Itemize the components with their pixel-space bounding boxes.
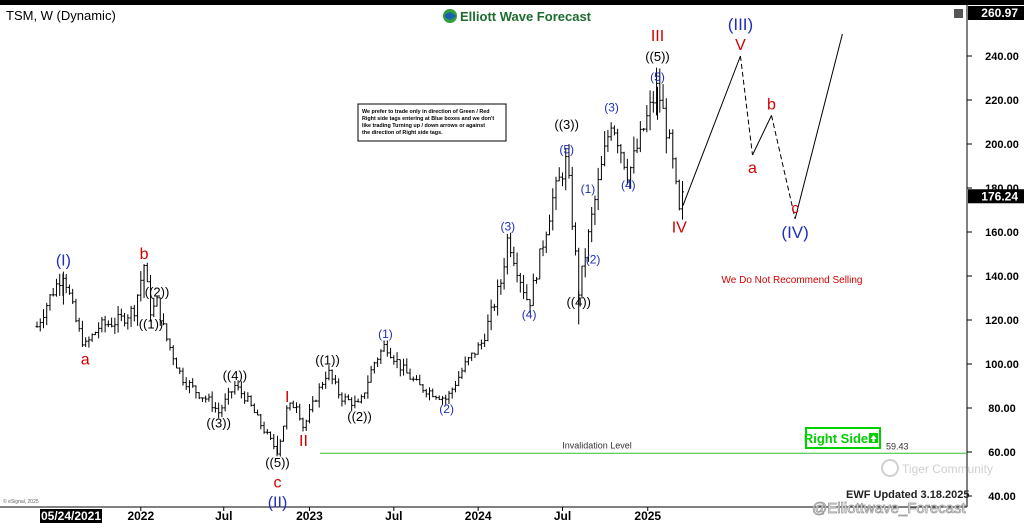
wave-label: (III) xyxy=(728,15,754,34)
projection-segment xyxy=(752,115,772,156)
wave-label: b xyxy=(140,246,149,263)
wave-label: ((3)) xyxy=(206,415,231,430)
projection-path xyxy=(682,33,843,219)
start-date: 05/24/2021 xyxy=(41,509,101,523)
y-tick-label: 80.00 xyxy=(988,403,1016,415)
y-tick-label: 220.00 xyxy=(985,95,1019,107)
wave-label: (3) xyxy=(500,219,515,233)
wave-label: a xyxy=(81,351,90,368)
wave-label: (4) xyxy=(621,178,636,192)
wave-label: (I) xyxy=(56,253,71,270)
info-box-frame xyxy=(357,103,507,142)
right-side-tag: Right Side xyxy=(804,427,881,449)
up-arrow-glyph xyxy=(870,435,877,442)
wave-label: c xyxy=(274,475,282,492)
right-side-box xyxy=(805,427,881,449)
wave-label: ((5)) xyxy=(265,455,290,470)
not-recommend-note: We Do Not Recommend Selling xyxy=(722,275,863,286)
wave-labels: (I)ab((1))((2))((3))((4))((5))c(II)III((… xyxy=(56,15,809,511)
wave-label: b xyxy=(767,96,776,113)
right-side-label: Right Side xyxy=(804,431,868,446)
wave-label: (5) xyxy=(559,142,574,156)
x-tick-label: 2023 xyxy=(296,509,323,523)
x-tick-label: 2024 xyxy=(465,509,492,523)
tiger-community: Tiger Community xyxy=(902,462,993,476)
wave-label: I xyxy=(285,389,289,406)
invalidation-value: 59.43 xyxy=(886,441,909,451)
projection-segment xyxy=(771,115,796,219)
projection-segment xyxy=(794,33,843,219)
projection-segment xyxy=(682,55,741,206)
wave-label: (4) xyxy=(522,308,537,322)
info-line-3: like trading Turning up / down arrows or… xyxy=(362,123,485,129)
y-tick-label: 100.00 xyxy=(985,359,1019,371)
projection-segment xyxy=(739,55,753,156)
current-price-box xyxy=(968,189,1024,204)
wave-label: III xyxy=(651,28,664,45)
chart-menu-icon[interactable] xyxy=(954,9,963,18)
wave-label: a xyxy=(748,160,757,177)
invalidation-label: Invalidation Level xyxy=(562,440,632,450)
y-tick-label: 40.00 xyxy=(988,491,1016,503)
top-border xyxy=(0,0,1024,5)
wave-label: (2) xyxy=(439,402,454,416)
time-axis: 2022 Jul 2023 Jul 2024 Jul 2025 xyxy=(127,507,661,523)
copyright: © eSignal, 2025 xyxy=(3,498,39,505)
price-axis: 40.00 60.00 80.00 100.00 120.00 140.00 160.00 1… xyxy=(967,51,1019,503)
x-tick-label: 2025 xyxy=(634,509,661,523)
top-price-value: 260.97 xyxy=(981,6,1018,20)
x-tick-label: 2022 xyxy=(127,509,154,523)
x-tick-label: Jul xyxy=(554,509,571,523)
top-price-tag xyxy=(968,6,1024,20)
wave-label: ((4)) xyxy=(566,294,591,309)
y-tick-label: 140.00 xyxy=(985,271,1019,283)
wave-label: ((3)) xyxy=(554,117,579,132)
wave-label: ((2)) xyxy=(145,284,170,299)
wave-label: (IV) xyxy=(781,223,808,242)
y-tick-label: 240.00 xyxy=(985,51,1019,63)
handle-watermark: @Elliottwave_Forecast xyxy=(812,500,966,517)
tiger-logo-icon xyxy=(881,459,899,477)
x-tick-label: Jul xyxy=(215,509,232,523)
info-line-2: Right side tags entering at Blue boxes a… xyxy=(362,116,494,122)
y-tick-label: 60.00 xyxy=(988,447,1016,459)
current-price-tag: 176.24 xyxy=(968,189,1024,204)
brand-logo: Elliott Wave Forecast xyxy=(443,9,592,24)
wave-label: ((5)) xyxy=(645,49,670,64)
wave-label: (II) xyxy=(268,494,288,511)
y-tick-label: 120.00 xyxy=(985,315,1019,327)
tiger-watermark: Tiger Community xyxy=(881,459,993,477)
info-line-1: We prefer to trade only in direction of … xyxy=(362,109,490,115)
wave-label: V xyxy=(735,37,746,54)
wave-label: (1) xyxy=(581,182,596,196)
wave-label: (5) xyxy=(650,70,665,84)
wave-label: ((2)) xyxy=(347,409,372,424)
wave-label: (2) xyxy=(586,253,601,267)
wave-label: ((1)) xyxy=(139,316,164,331)
wave-label: ((4)) xyxy=(223,368,248,383)
wave-label: (1) xyxy=(378,327,393,341)
symbol-title: TSM, W (Dynamic) xyxy=(6,8,116,23)
logo-wave-icon xyxy=(444,12,456,20)
brand-name: Elliott Wave Forecast xyxy=(460,9,592,24)
updated-note: EWF Updated 3.18.2025 xyxy=(846,489,970,501)
current-price-value: 176.24 xyxy=(981,189,1018,203)
wave-label: (3) xyxy=(604,101,619,115)
y-tick-label: 160.00 xyxy=(985,227,1019,239)
wave-label: ((1)) xyxy=(315,353,340,368)
wave-label: II xyxy=(299,433,308,450)
price-bars xyxy=(35,67,685,457)
wave-label: c xyxy=(791,200,799,217)
start-date-tag xyxy=(40,509,102,523)
x-tick-label: Jul xyxy=(385,509,402,523)
y-tick-label: 200.00 xyxy=(985,139,1019,151)
info-box: We prefer to trade only in direction of … xyxy=(357,103,507,142)
info-line-4: the direction of Right side tags. xyxy=(362,130,443,136)
wave-label: IV xyxy=(672,219,687,236)
